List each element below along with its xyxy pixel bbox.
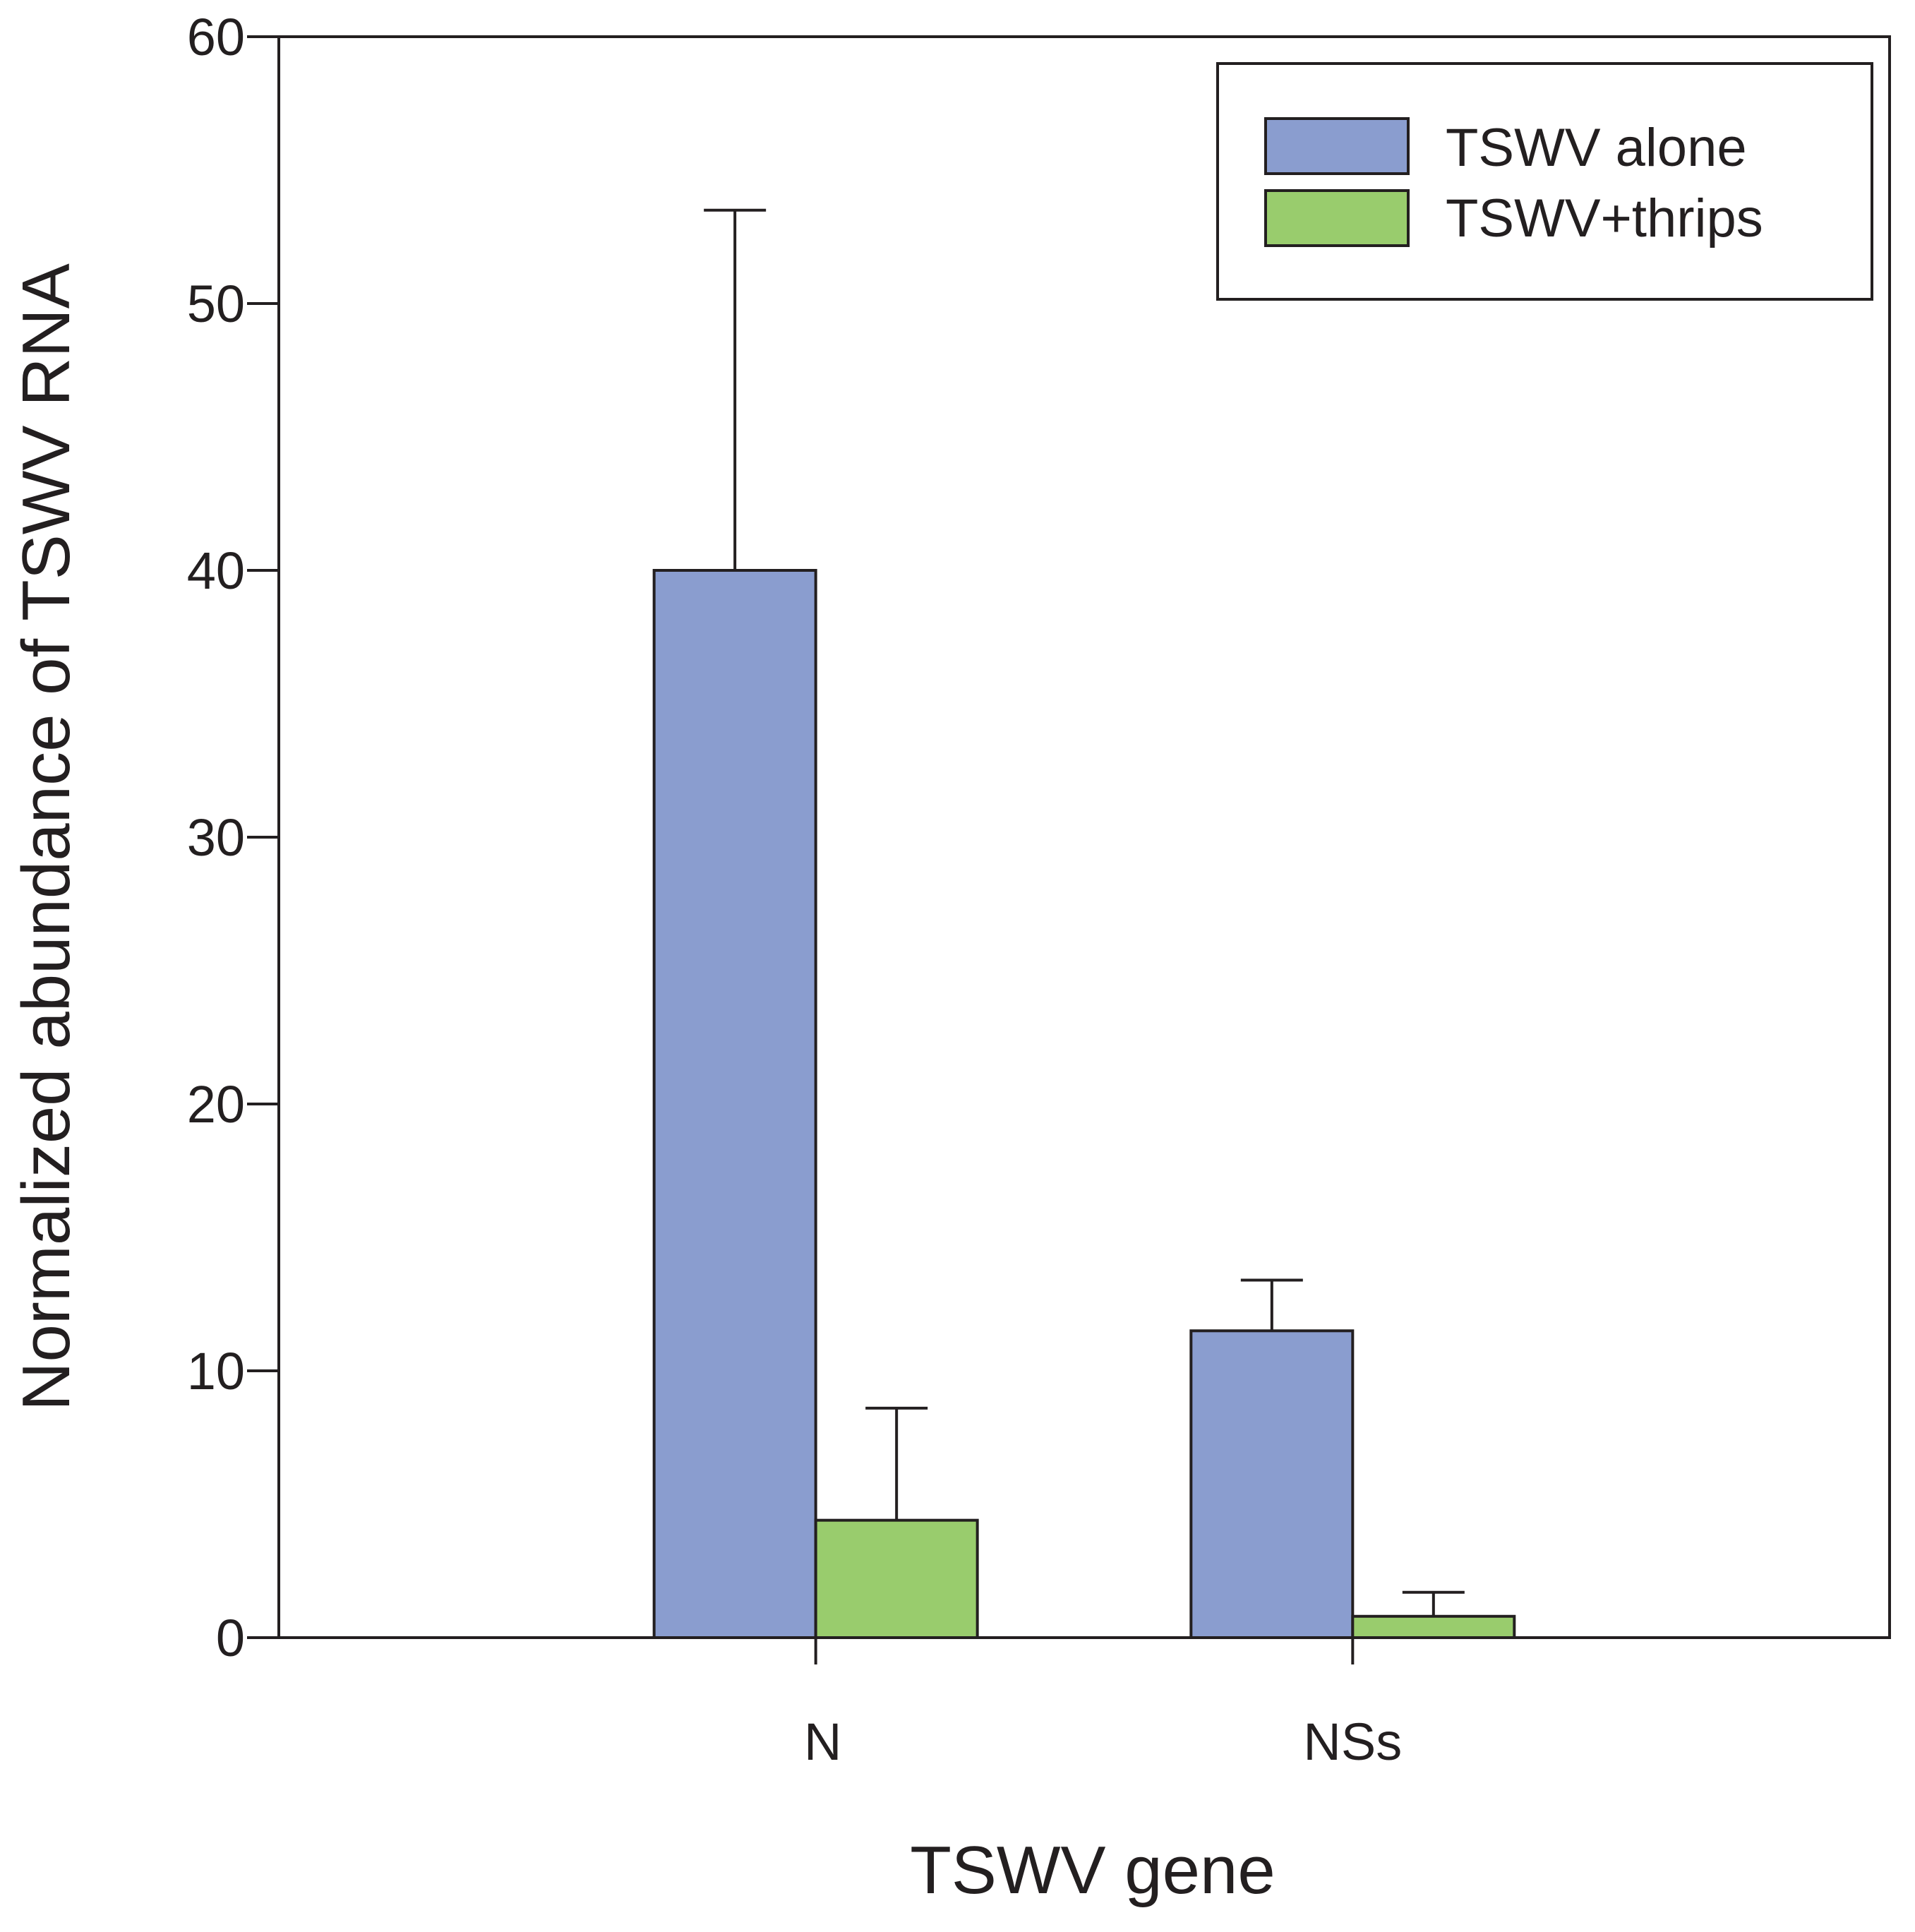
x-axis-title: TSWV gene: [910, 1832, 1275, 1908]
legend-label-tswv-thrips: TSWV+thrips: [1446, 188, 1763, 248]
bars-layer: [652, 569, 1516, 1640]
legend-label-tswv-alone: TSWV alone: [1446, 118, 1747, 178]
y-axis-title: Normalized abundance of TSWV RNA: [8, 263, 84, 1411]
error-bars-layer: [704, 208, 1465, 1616]
x-axis: N NSs: [804, 1638, 1402, 1771]
y-tick-label-60: 60: [187, 8, 245, 66]
y-tick-label-40: 40: [187, 541, 245, 600]
x-tick-label-nss: NSs: [1303, 1712, 1402, 1771]
y-tick-label-20: 20: [187, 1075, 245, 1134]
x-tick-label-n: N: [804, 1712, 841, 1771]
bar-tswv-thrips-nss: [1351, 1614, 1516, 1640]
y-tick-label-30: 30: [187, 808, 245, 867]
bar-tswv-alone-n: [652, 569, 817, 1639]
legend-box: [1216, 62, 1873, 301]
y-tick-label-50: 50: [187, 275, 245, 333]
legend: TSWV alone TSWV+thrips: [1216, 62, 1873, 301]
y-tick-label-10: 10: [187, 1342, 245, 1400]
legend-swatch-tswv-thrips: [1264, 189, 1410, 247]
legend-swatch-tswv-alone: [1264, 117, 1410, 175]
bar-tswv-thrips-n: [814, 1518, 979, 1639]
y-tick-label-0: 0: [216, 1609, 245, 1667]
bar-tswv-alone-nss: [1189, 1329, 1355, 1640]
y-axis: 0 10 20 30 40 50 60: [187, 8, 279, 1667]
